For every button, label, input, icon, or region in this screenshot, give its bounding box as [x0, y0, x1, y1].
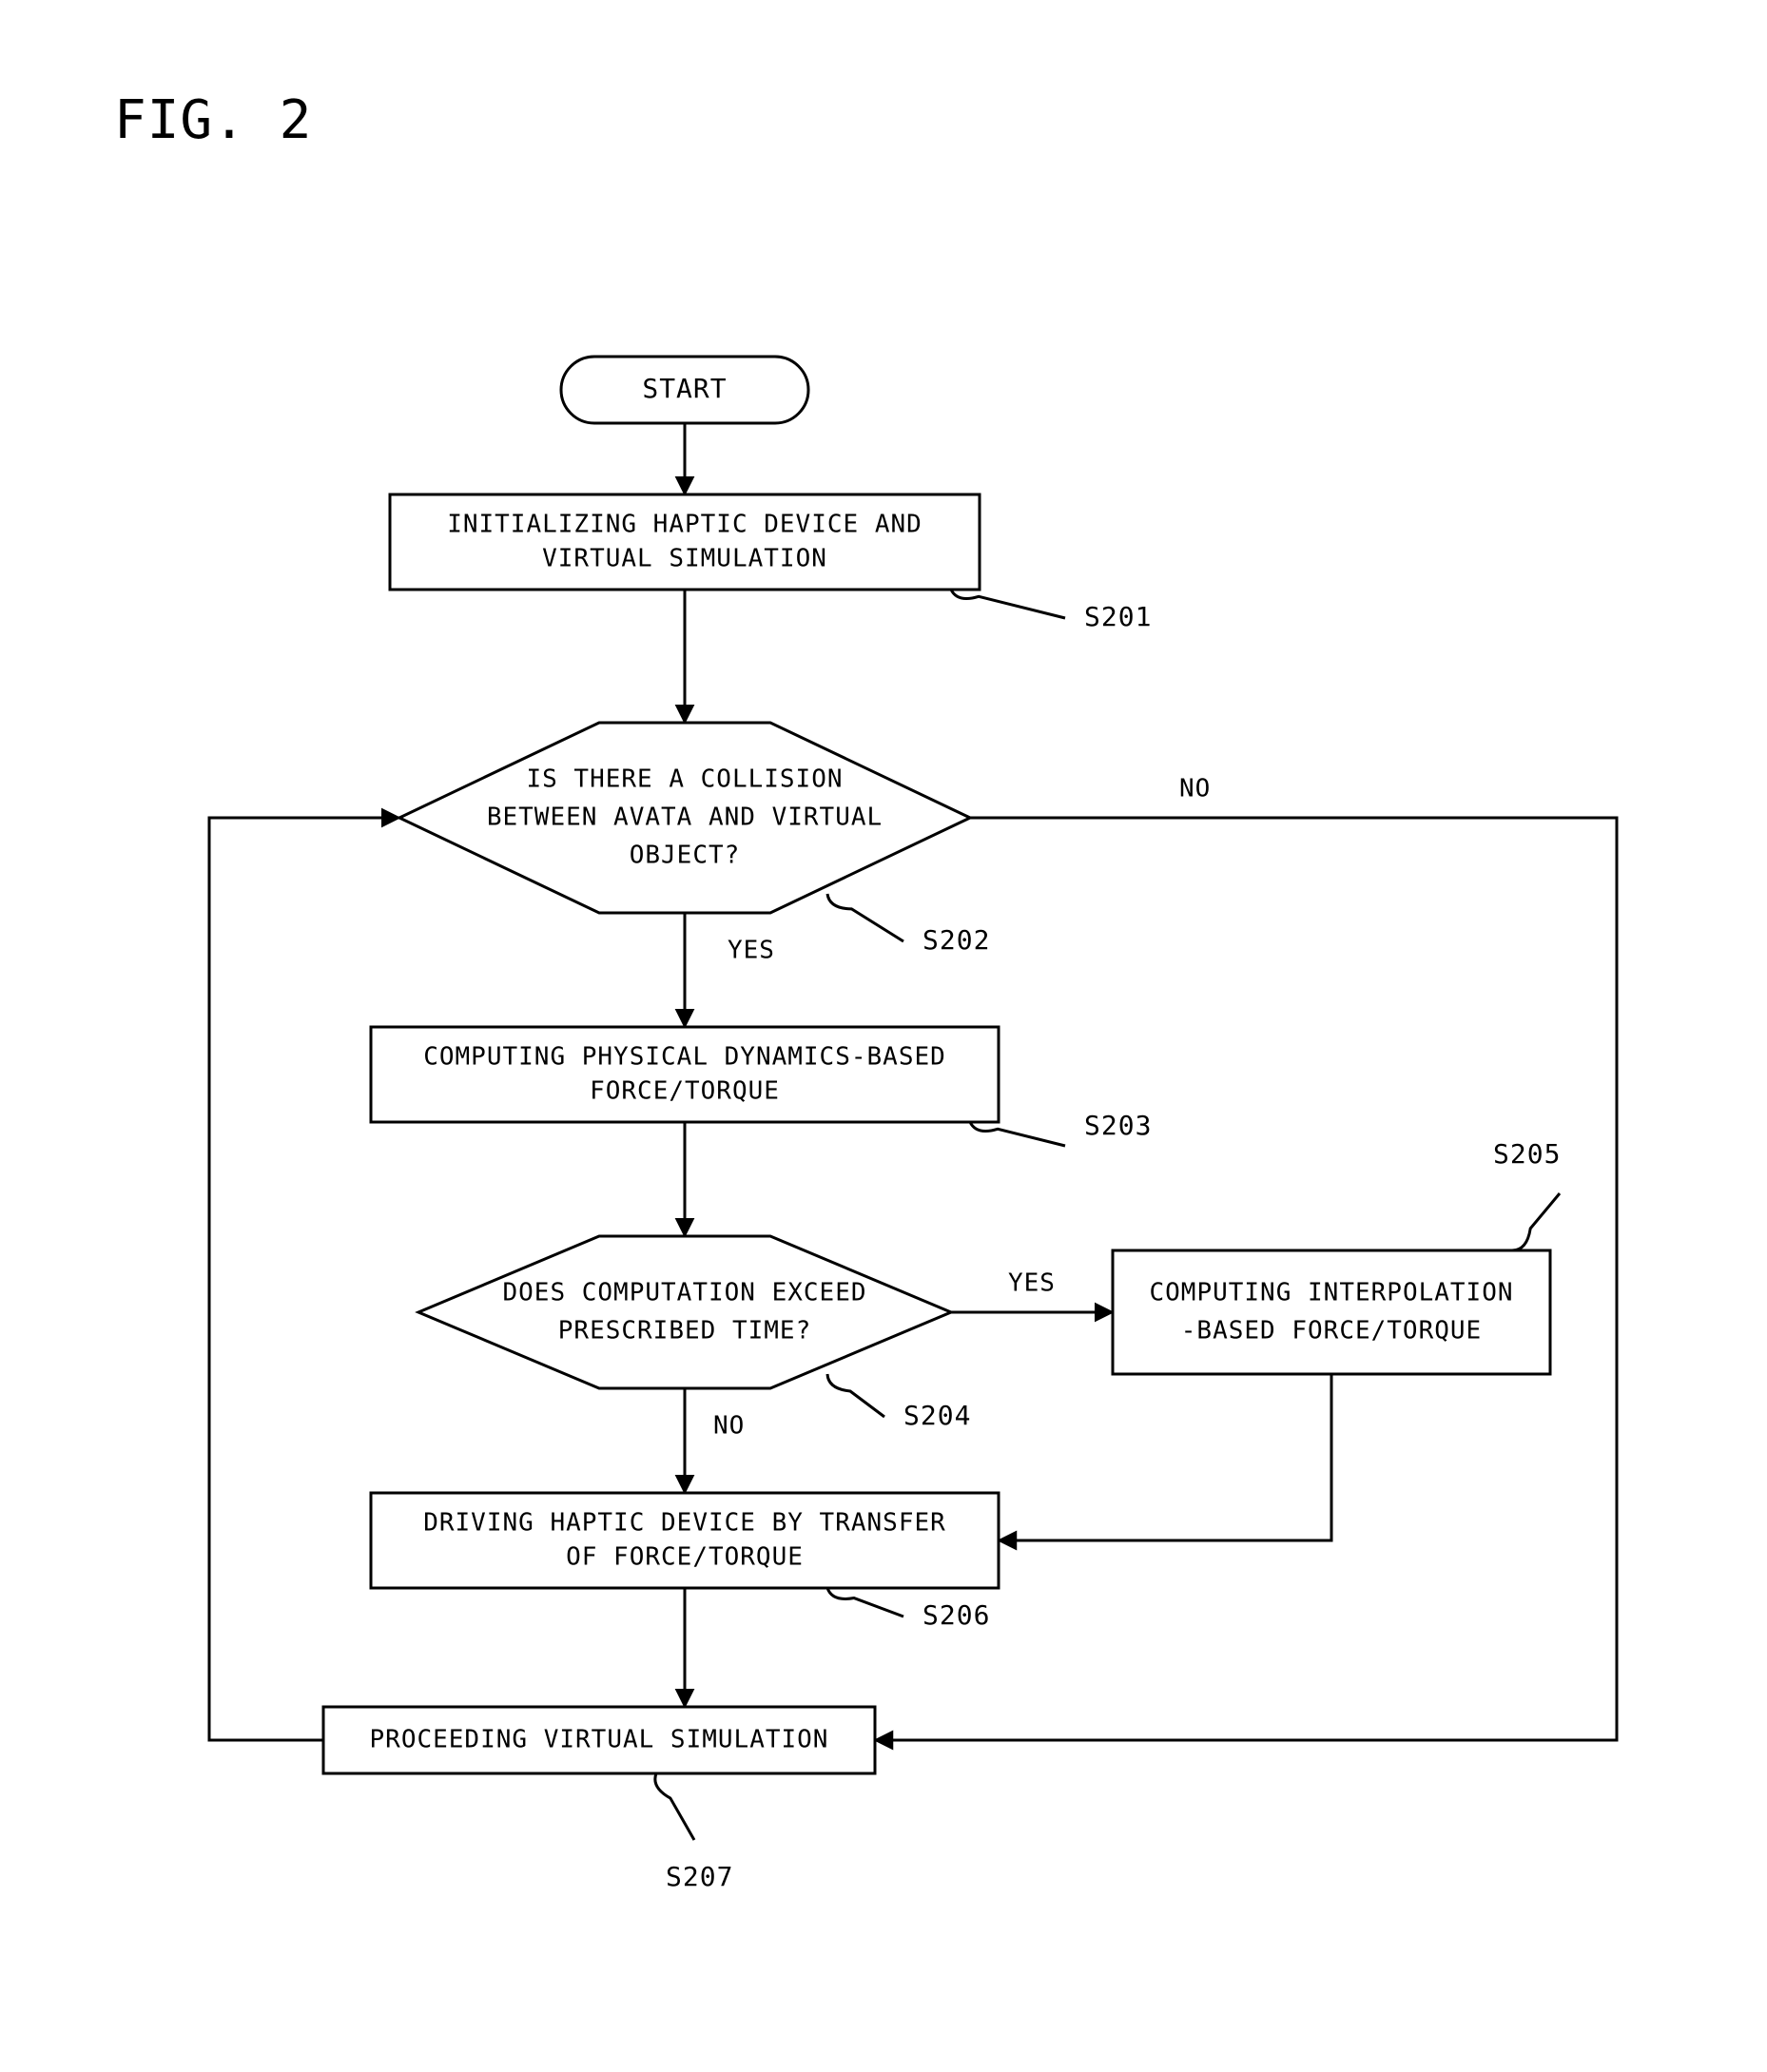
s207-text: PROCEEDING VIRTUAL SIMULATION	[370, 1726, 829, 1754]
connector	[209, 818, 399, 1740]
s204-line1: DOES COMPUTATION EXCEED	[502, 1279, 866, 1307]
s202-line3: OBJECT?	[630, 842, 741, 870]
leader-line	[827, 1374, 884, 1417]
leader-line	[827, 894, 903, 941]
s204-label: S204	[903, 1400, 971, 1431]
decision-node-s204	[418, 1236, 951, 1388]
s201-line1: INITIALIZING HAPTIC DEVICE AND	[447, 511, 922, 539]
s205-line1: COMPUTING INTERPOLATION	[1149, 1279, 1513, 1307]
s207-label: S207	[666, 1861, 733, 1892]
leader-line	[951, 590, 1065, 618]
s202-no: NO	[1179, 775, 1211, 804]
s203-line1: COMPUTING PHYSICAL DYNAMICS-BASED	[423, 1043, 946, 1072]
s206-line1: DRIVING HAPTIC DEVICE BY TRANSFER	[423, 1509, 946, 1538]
s202-line2: BETWEEN AVATA AND VIRTUAL	[487, 804, 883, 832]
leader-line	[655, 1773, 694, 1840]
process-node-s206	[371, 1493, 999, 1588]
s201-label: S201	[1084, 601, 1152, 632]
s206-line2: OF FORCE/TORQUE	[566, 1543, 804, 1572]
s204-yes: YES	[1008, 1269, 1056, 1298]
s203-line2: FORCE/TORQUE	[590, 1077, 780, 1106]
leader-line	[1512, 1193, 1560, 1250]
s205-label: S205	[1493, 1138, 1561, 1170]
s204-line2: PRESCRIBED TIME?	[558, 1317, 811, 1346]
leader-line	[827, 1588, 903, 1617]
process-node-s201	[390, 494, 980, 590]
s201-line2: VIRTUAL SIMULATION	[542, 545, 827, 573]
s203-label: S203	[1084, 1110, 1152, 1141]
s202-line1: IS THERE A COLLISION	[526, 765, 843, 794]
s202-yes: YES	[728, 937, 775, 965]
flowchart-figure: FIG. 2 START INITIALIZING HAPTIC DEVICE AN…	[0, 0, 1767, 2072]
start-label: START	[642, 373, 727, 404]
s204-no: NO	[713, 1412, 745, 1441]
figure-title: FIG. 2	[114, 89, 312, 151]
s205-line2: -BASED FORCE/TORQUE	[1181, 1317, 1482, 1346]
s206-label: S206	[922, 1599, 990, 1631]
process-node-s205	[1113, 1250, 1550, 1374]
connector	[999, 1374, 1331, 1540]
process-node-s203	[371, 1027, 999, 1122]
leader-line	[970, 1122, 1065, 1146]
s202-label: S202	[922, 924, 990, 956]
